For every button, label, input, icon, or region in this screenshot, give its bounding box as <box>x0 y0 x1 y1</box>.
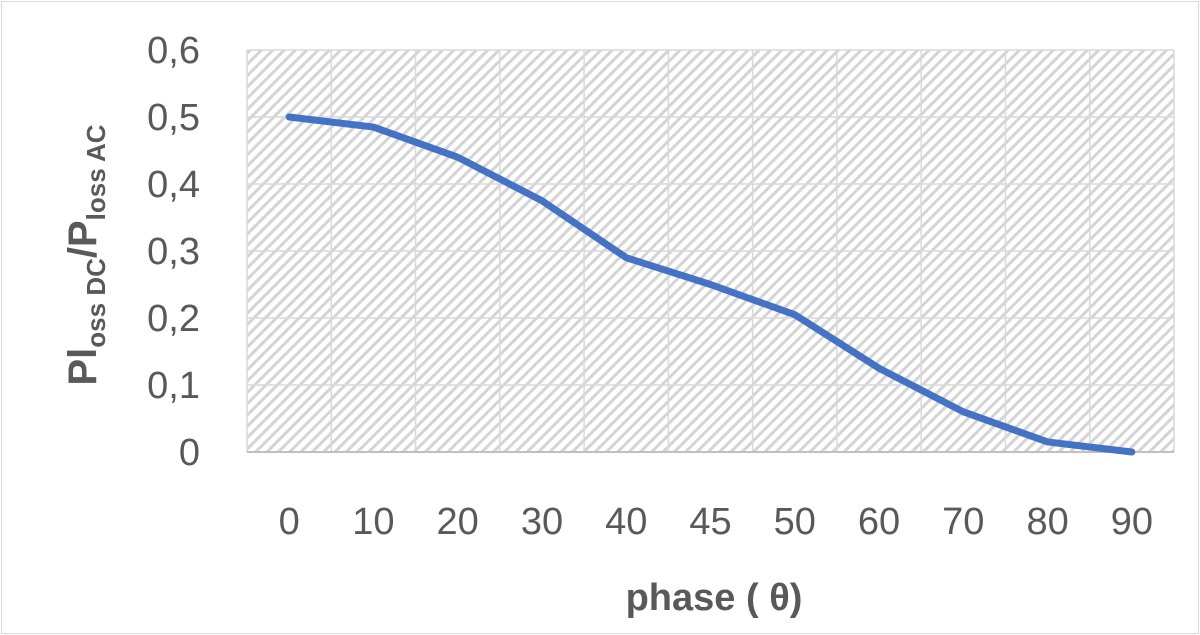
gridlines <box>246 49 1175 453</box>
x-tick-label: 50 <box>774 501 816 543</box>
series-group <box>285 113 1136 456</box>
y-tick-label: 0,2 <box>147 298 200 340</box>
y-tick-label: 0 <box>179 432 200 474</box>
x-tick-label: 45 <box>689 501 731 543</box>
y-tick-labels: 0 0,1 0,2 0,3 0,4 0,5 0,6 <box>147 30 200 474</box>
y-axis-title: Ploss DC/Ploss AC <box>61 124 111 385</box>
y-axis-title-sub1: oss DC <box>81 258 111 348</box>
x-tick-label: 40 <box>605 501 647 543</box>
y-tick-label: 0,6 <box>147 30 200 72</box>
y-tick-label: 0,3 <box>147 231 200 273</box>
x-axis-title: phase ( θ) <box>626 577 803 619</box>
x-tick-labels: 0 10 20 30 40 45 50 60 70 80 90 <box>279 501 1153 543</box>
x-tick-label: 70 <box>942 501 984 543</box>
x-tick-label: 90 <box>1111 501 1153 543</box>
x-tick-label: 20 <box>437 501 479 543</box>
y-tick-label: 0,1 <box>147 365 200 407</box>
x-tick-label: 30 <box>521 501 563 543</box>
y-tick-label: 0,5 <box>147 97 200 139</box>
y-tick-label: 0,4 <box>147 164 200 206</box>
x-tick-label: 60 <box>858 501 900 543</box>
y-axis-title-sub2: loss AC <box>81 124 111 220</box>
x-tick-label: 10 <box>352 501 394 543</box>
x-tick-label: 80 <box>1026 501 1068 543</box>
series-line <box>285 113 1136 456</box>
y-axis-title-part1: Pl <box>61 348 105 386</box>
y-axis-title-part2: /P <box>61 220 105 258</box>
x-tick-label: 0 <box>279 501 300 543</box>
